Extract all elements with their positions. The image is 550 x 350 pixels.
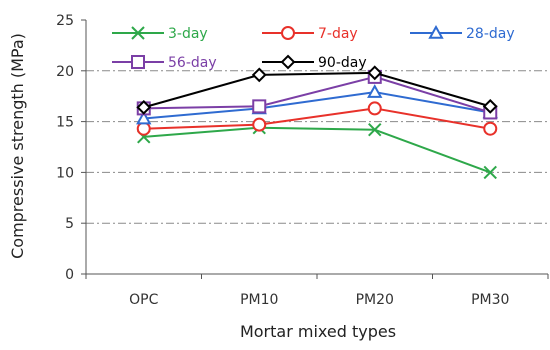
- series-3-day: [137, 120, 497, 180]
- y-tick-label: 20: [56, 64, 74, 80]
- x-tick-label: OPC: [129, 292, 158, 308]
- legend-label: 28-day: [466, 26, 515, 42]
- y-tick-label: 0: [65, 267, 74, 283]
- series-line: [143, 107, 491, 130]
- y-tick-label: 10: [56, 165, 74, 181]
- legend-marker: [281, 26, 295, 40]
- grid: [86, 70, 548, 224]
- legend-label: 7-day: [318, 26, 358, 42]
- legend-label: 3-day: [168, 26, 208, 42]
- series-line: [143, 126, 491, 174]
- data-point: [482, 98, 498, 114]
- y-axis-label: Compressive strength (MPa): [8, 33, 27, 259]
- y-tick-label: 5: [65, 216, 74, 232]
- legend: 3-day 7-day 28-day 56-day 90-day: [112, 24, 515, 71]
- data-point: [251, 67, 267, 83]
- legend-marker: [428, 24, 444, 39]
- legend-marker: [280, 54, 296, 70]
- legend-item-7-day: 7-day: [262, 26, 358, 42]
- data-point: [367, 84, 383, 98]
- data-point: [136, 99, 152, 115]
- legend-label: 56-day: [168, 55, 217, 71]
- series-line: [143, 75, 491, 114]
- series-line: [143, 91, 491, 120]
- data-point: [136, 121, 151, 136]
- legend-item-90-day: 90-day: [262, 54, 367, 71]
- x-axis-label: Mortar mixed types: [240, 322, 396, 341]
- series: [136, 65, 498, 180]
- x-tick-label: PM30: [471, 292, 509, 308]
- series-90-day: [136, 65, 498, 115]
- axes: 0 5 10 15 20 25 OPC PM10 PM20 PM30: [56, 13, 549, 308]
- legend-label: 90-day: [318, 55, 367, 71]
- legend-marker: [131, 26, 145, 40]
- data-point: [136, 110, 152, 125]
- y-tick-label: 25: [56, 13, 74, 29]
- legend-item-3-day: 3-day: [112, 26, 208, 42]
- data-point: [483, 121, 498, 136]
- series-7-day: [136, 101, 498, 136]
- data-point: [368, 123, 382, 137]
- data-point: [367, 65, 383, 81]
- x-tick-label: PM20: [356, 292, 394, 308]
- legend-item-28-day: 28-day: [410, 24, 515, 42]
- y-tick-label: 15: [56, 115, 74, 131]
- x-tick-label: PM10: [240, 292, 278, 308]
- legend-item-56-day: 56-day: [112, 55, 217, 71]
- legend-marker: [131, 55, 145, 69]
- data-point: [252, 117, 267, 132]
- series-line: [143, 71, 491, 109]
- data-point: [367, 101, 382, 116]
- data-point: [252, 99, 267, 114]
- data-point: [483, 165, 497, 180]
